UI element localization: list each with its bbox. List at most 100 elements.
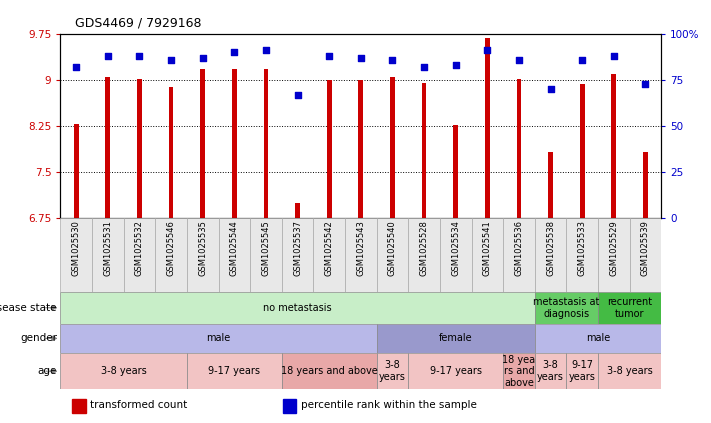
Text: GSM1025539: GSM1025539	[641, 220, 650, 276]
Text: 9-17 years: 9-17 years	[208, 366, 260, 376]
Point	[513, 56, 525, 63]
Text: GDS4469 / 7929168: GDS4469 / 7929168	[75, 16, 201, 30]
Text: metastasis at
diagnosis: metastasis at diagnosis	[533, 297, 599, 319]
Bar	[60, 353, 187, 389]
Text: GSM1025546: GSM1025546	[166, 220, 176, 276]
Text: GSM1025537: GSM1025537	[293, 220, 302, 276]
Text: 3-8 years: 3-8 years	[606, 366, 653, 376]
Bar	[535, 324, 661, 353]
Bar	[358, 80, 363, 218]
Bar	[250, 218, 282, 292]
Point	[577, 56, 588, 63]
Bar	[169, 87, 173, 218]
Bar	[218, 218, 250, 292]
Bar	[232, 69, 237, 218]
Bar	[377, 324, 535, 353]
Text: GSM1025530: GSM1025530	[72, 220, 81, 276]
Point	[134, 52, 145, 59]
Text: 3-8
years: 3-8 years	[379, 360, 406, 382]
Bar	[535, 218, 567, 292]
Bar	[517, 79, 521, 218]
Text: age: age	[38, 366, 57, 376]
Bar	[503, 218, 535, 292]
Point	[640, 80, 651, 87]
Bar	[611, 74, 616, 218]
Text: percentile rank within the sample: percentile rank within the sample	[301, 400, 476, 410]
Point	[102, 52, 114, 59]
Bar	[74, 124, 79, 218]
Text: male: male	[586, 333, 610, 343]
Point	[197, 55, 208, 61]
Point	[324, 52, 335, 59]
Bar	[327, 80, 331, 218]
Bar	[485, 38, 490, 218]
Point	[608, 52, 619, 59]
Bar	[282, 218, 314, 292]
Text: GSM1025545: GSM1025545	[262, 220, 270, 276]
Text: male: male	[206, 333, 230, 343]
Bar	[124, 218, 155, 292]
Bar	[60, 218, 92, 292]
Text: GSM1025528: GSM1025528	[419, 220, 429, 276]
Bar	[314, 218, 345, 292]
Text: GSM1025542: GSM1025542	[325, 220, 333, 276]
Bar	[567, 353, 598, 389]
Point	[450, 62, 461, 69]
Text: GSM1025529: GSM1025529	[609, 220, 619, 276]
Text: 9-17
years: 9-17 years	[569, 360, 596, 382]
Bar	[503, 353, 535, 389]
Bar	[105, 77, 110, 218]
Text: 18 yea
rs and
above: 18 yea rs and above	[503, 354, 535, 388]
Bar	[60, 324, 377, 353]
Bar	[60, 292, 535, 324]
Bar	[137, 79, 142, 218]
Text: 9-17 years: 9-17 years	[429, 366, 481, 376]
Text: GSM1025540: GSM1025540	[388, 220, 397, 276]
Bar	[630, 218, 661, 292]
Text: GSM1025531: GSM1025531	[103, 220, 112, 276]
Bar	[579, 84, 584, 218]
Bar	[408, 353, 503, 389]
Bar	[92, 218, 124, 292]
Bar	[598, 353, 661, 389]
Point	[229, 49, 240, 56]
Point	[260, 47, 272, 54]
Text: recurrent
tumor: recurrent tumor	[607, 297, 652, 319]
Bar	[535, 353, 567, 389]
Bar	[598, 292, 661, 324]
Bar	[548, 151, 553, 218]
Point	[418, 63, 429, 70]
Bar	[201, 69, 205, 218]
Text: GSM1025538: GSM1025538	[546, 220, 555, 276]
Text: GSM1025533: GSM1025533	[577, 220, 587, 276]
Bar	[535, 292, 598, 324]
Bar	[567, 218, 598, 292]
Bar	[155, 218, 187, 292]
Text: GSM1025534: GSM1025534	[451, 220, 460, 276]
Text: GSM1025532: GSM1025532	[135, 220, 144, 276]
Bar	[598, 218, 630, 292]
Point	[481, 47, 493, 54]
Text: no metastasis: no metastasis	[263, 303, 332, 313]
Bar	[422, 83, 427, 218]
Text: GSM1025543: GSM1025543	[356, 220, 365, 276]
Point	[166, 56, 177, 63]
Bar	[282, 353, 377, 389]
Text: 3-8 years: 3-8 years	[101, 366, 146, 376]
Point	[70, 63, 82, 70]
Text: GSM1025535: GSM1025535	[198, 220, 207, 276]
Text: GSM1025544: GSM1025544	[230, 220, 239, 276]
Text: GSM1025541: GSM1025541	[483, 220, 492, 276]
Text: GSM1025536: GSM1025536	[515, 220, 523, 276]
Bar	[187, 353, 282, 389]
Bar	[73, 398, 85, 413]
Bar	[454, 125, 458, 218]
Point	[355, 55, 367, 61]
Bar	[295, 203, 300, 218]
Point	[545, 86, 556, 93]
Text: female: female	[439, 333, 473, 343]
Text: transformed count: transformed count	[90, 400, 188, 410]
Bar	[283, 398, 296, 413]
Bar	[440, 218, 471, 292]
Text: 3-8
years: 3-8 years	[537, 360, 564, 382]
